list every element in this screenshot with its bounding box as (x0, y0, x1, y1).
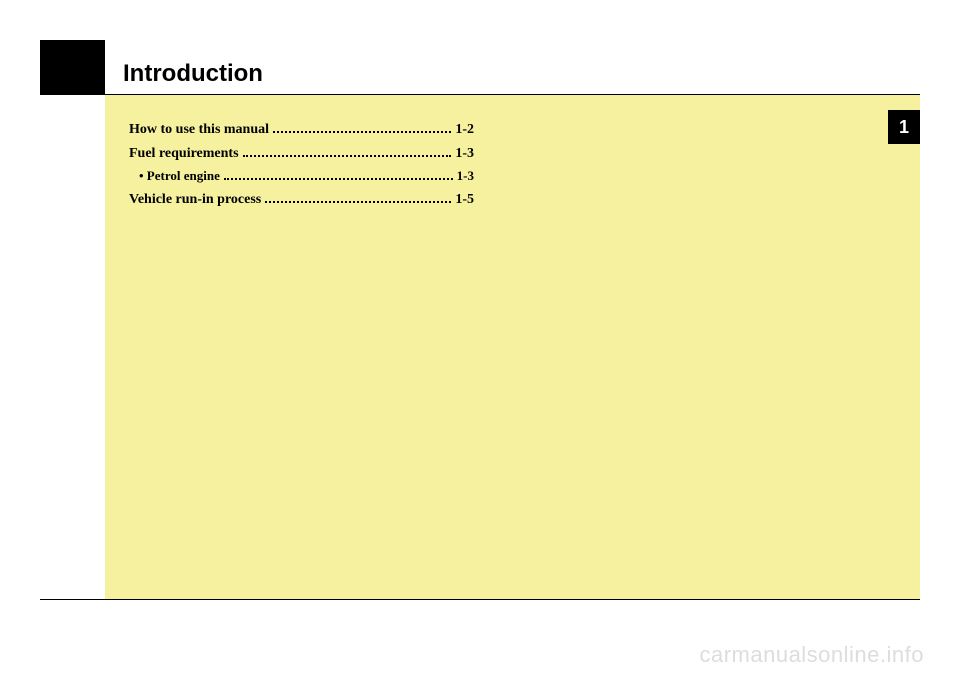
table-of-contents: How to use this manual 1-2 Fuel requirem… (129, 119, 900, 210)
chapter-tab: 1 (888, 110, 920, 144)
toc-leader-dots (273, 131, 451, 133)
toc-item: How to use this manual 1-2 (129, 119, 474, 141)
toc-leader-dots (224, 178, 453, 180)
toc-item-page: 1-3 (457, 166, 474, 186)
bottom-rule (40, 599, 920, 600)
chapter-number: 1 (899, 117, 909, 138)
toc-item-label: How to use this manual (129, 119, 269, 141)
page-title: Introduction (123, 60, 263, 88)
toc-item-label: Vehicle run-in process (129, 189, 261, 211)
page-frame: Introduction How to use this manual 1-2 … (40, 40, 920, 600)
toc-item-page: 1-3 (455, 143, 474, 165)
title-row: Introduction (105, 40, 920, 95)
watermark-text: carmanualsonline.info (699, 642, 924, 668)
toc-item-page: 1-5 (455, 189, 474, 211)
toc-item-page: 1-2 (455, 119, 474, 141)
toc-leader-dots (265, 201, 451, 203)
corner-block (40, 40, 105, 95)
toc-item: Vehicle run-in process 1-5 (129, 189, 474, 211)
content-panel: How to use this manual 1-2 Fuel requirem… (105, 95, 920, 600)
toc-item-label: • Petrol engine (139, 166, 220, 186)
toc-leader-dots (243, 155, 452, 157)
toc-subitem: • Petrol engine 1-3 (129, 166, 474, 186)
toc-item-label: Fuel requirements (129, 143, 239, 165)
toc-item: Fuel requirements 1-3 (129, 143, 474, 165)
